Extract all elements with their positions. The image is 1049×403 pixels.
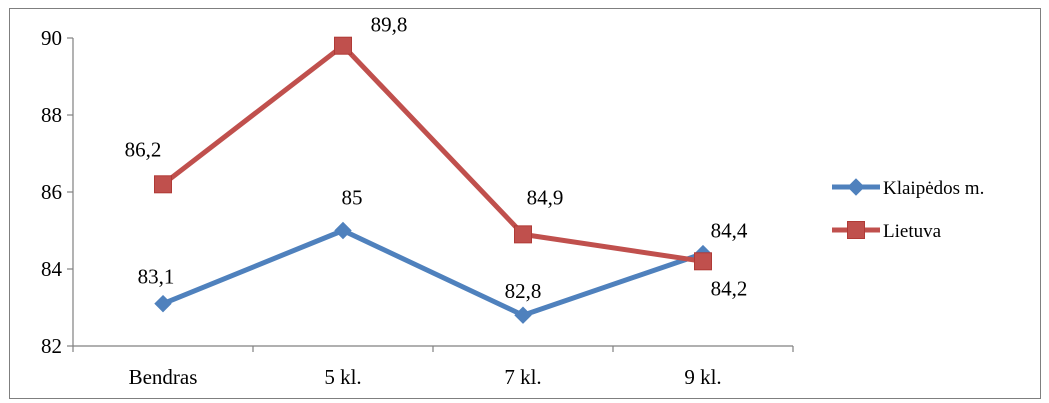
data-label-klaipedos-m: 82,8 <box>505 279 542 303</box>
series-lietuva <box>154 36 712 271</box>
x-tick-label: 9 kl. <box>684 365 721 389</box>
data-label-klaipedos-m: 83,1 <box>138 265 175 289</box>
y-tick-label: 86 <box>41 180 62 204</box>
data-label-klaipedos-m: 85 <box>342 186 363 210</box>
data-label-lietuva: 89,8 <box>371 13 408 37</box>
data-point-klaipedos-m <box>514 306 532 324</box>
y-tick-label: 90 <box>41 26 62 50</box>
legend-item-klaipedos-m: Klaipėdos m. <box>832 178 984 199</box>
data-label-lietuva: 86,2 <box>125 137 162 161</box>
data-point-lietuva <box>694 252 712 271</box>
series-layer <box>154 36 712 324</box>
data-labels-layer: 83,1 85 82,8 84,4 86,2 89,8 84,9 84,2 <box>125 13 748 304</box>
data-label-lietuva: 84,2 <box>711 276 748 300</box>
data-point-klaipedos-m <box>334 221 352 240</box>
data-point-lietuva <box>154 175 172 194</box>
data-point-klaipedos-m <box>154 294 172 313</box>
x-tick-label: Bendras <box>129 365 198 389</box>
series-line-klaipedos-m <box>162 228 704 318</box>
y-tick-label: 82 <box>41 334 62 358</box>
data-point-lietuva <box>334 36 352 55</box>
legend-item-lietuva: Lietuva <box>832 221 942 242</box>
data-label-klaipedos-m: 84,4 <box>711 219 748 243</box>
series-klaipedos-m <box>154 221 712 324</box>
series-line-lietuva <box>161 43 704 264</box>
x-tick-label: 7 kl. <box>504 365 541 389</box>
x-tick-label: 5 kl. <box>324 365 361 389</box>
data-point-lietuva <box>514 225 532 244</box>
y-tick-label: 88 <box>41 103 62 127</box>
legend: Klaipėdos m. Lietuva <box>832 178 984 242</box>
legend-label: Klaipėdos m. <box>883 178 984 199</box>
axes: 82 84 86 88 90 Bendras 5 kl. 7 kl. 9 kl. <box>41 26 794 389</box>
legend-label: Lietuva <box>883 221 942 242</box>
data-label-lietuva: 84,9 <box>527 185 564 209</box>
y-tick-label: 84 <box>41 257 63 281</box>
legend-marker-diamond <box>847 178 865 196</box>
legend-marker-square <box>847 221 865 239</box>
chart-frame <box>9 8 1041 399</box>
